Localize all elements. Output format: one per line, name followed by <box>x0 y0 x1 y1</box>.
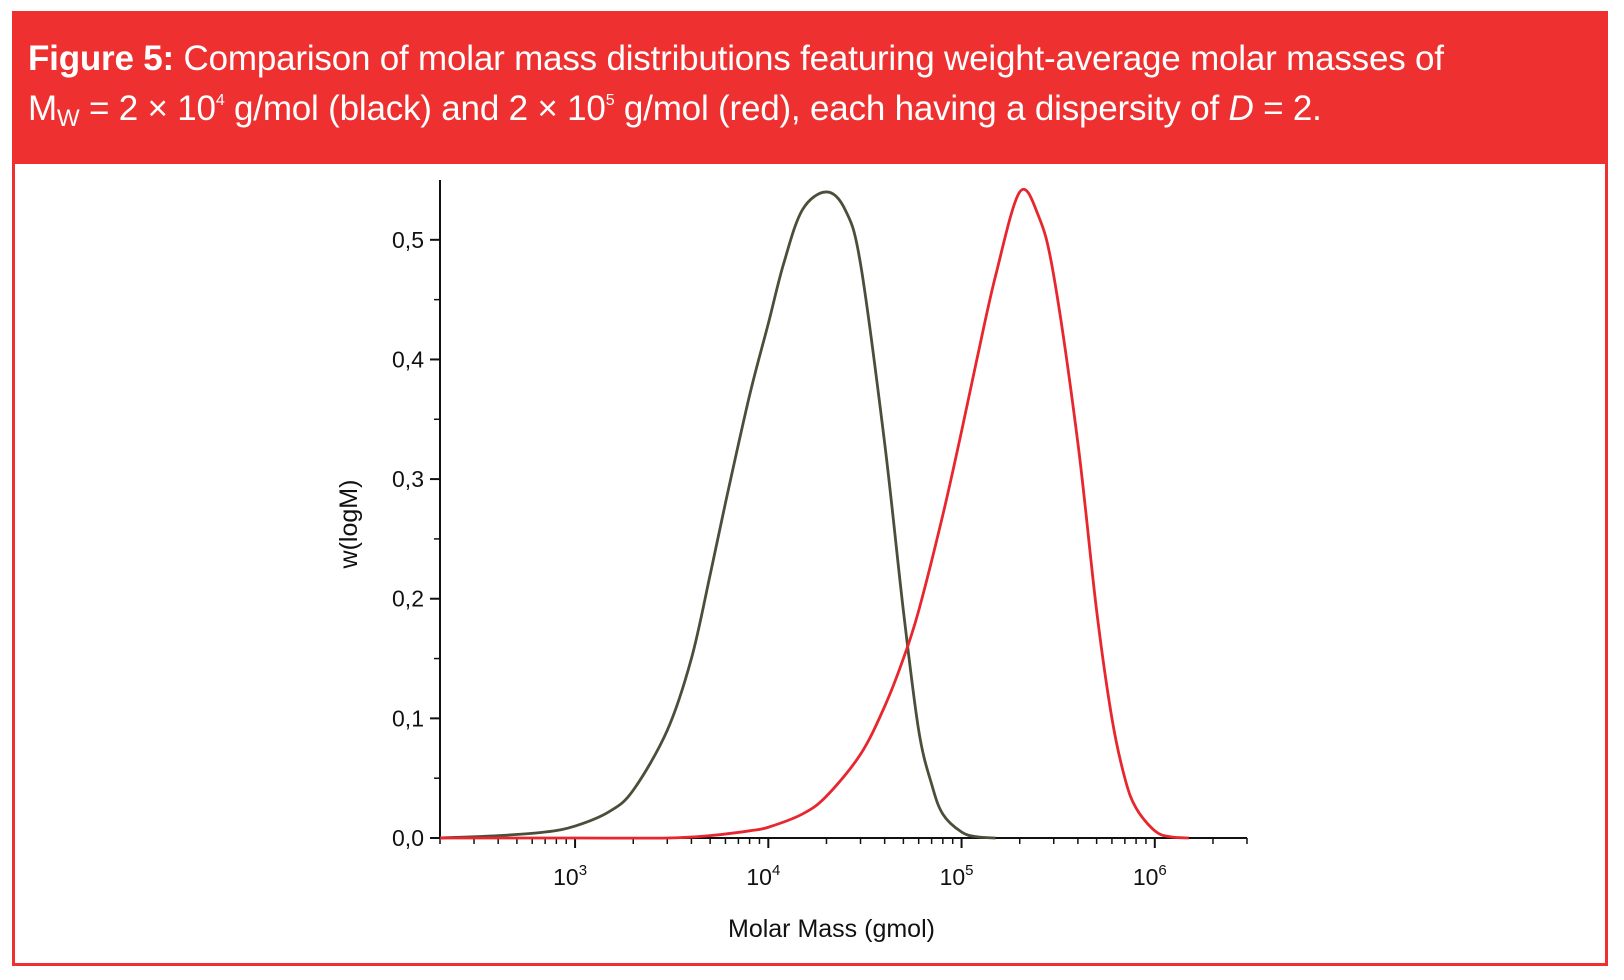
figure-label: Figure 5: <box>28 39 174 78</box>
figure-caption: Figure 5: Comparison of molar mass distr… <box>15 14 1605 164</box>
caption-mw: M <box>28 89 57 128</box>
series-layer <box>439 188 1189 840</box>
x-axis-title: Molar Mass (gmol) <box>728 915 935 943</box>
caption-dispersity-symbol: D <box>1228 89 1254 128</box>
x-tick-label: 106 <box>1133 862 1167 890</box>
series-line-black <box>439 190 996 840</box>
figure-frame: Figure 5: Comparison of molar mass distr… <box>12 11 1608 966</box>
caption-mid1: g/mol (black) and 2 × 10 <box>224 89 606 128</box>
caption-mid2: g/mol (red), each having a dispersity of <box>614 89 1229 128</box>
caption-exp1: 4 <box>215 92 225 109</box>
caption-end: = 2. <box>1253 89 1322 128</box>
x-ticks: 103 104 105 106 <box>439 838 1248 890</box>
caption-line-1: Figure 5: Comparison of molar mass distr… <box>28 34 1591 84</box>
caption-line-2: MW = 2 × 104 g/mol (black) and 2 × 105 g… <box>28 84 1591 134</box>
x-tick-label: 104 <box>746 862 780 890</box>
y-tick-label: 0,2 <box>392 586 424 612</box>
y-axis-title: w(logM) <box>335 480 363 570</box>
y-tick-label: 0,1 <box>392 705 424 731</box>
caption-text-1: Comparison of molar mass distributions f… <box>183 39 1445 78</box>
caption-mw-sub: W <box>56 105 80 132</box>
caption-eq1: = 2 × 10 <box>88 89 216 128</box>
y-ticks: 0,0 0,1 0,2 0,3 0,4 0,5 <box>392 227 440 851</box>
y-tick-label: 0,5 <box>392 227 424 253</box>
x-tick-label: 103 <box>553 862 587 890</box>
x-tick-label: 105 <box>940 862 974 890</box>
y-tick-label: 0,0 <box>392 825 424 851</box>
series-line-red <box>440 188 1189 840</box>
y-tick-label: 0,3 <box>392 466 424 492</box>
chart-axes <box>439 180 1247 839</box>
caption-exp2: 5 <box>605 92 615 109</box>
y-tick-label: 0,4 <box>392 346 424 372</box>
